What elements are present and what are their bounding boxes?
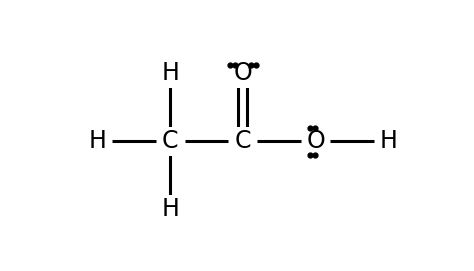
Text: H: H: [379, 129, 397, 153]
Text: C: C: [235, 129, 251, 153]
Text: H: H: [89, 129, 107, 153]
Text: H: H: [162, 198, 179, 221]
Text: H: H: [162, 61, 179, 85]
Text: O: O: [234, 61, 252, 85]
Text: C: C: [162, 129, 179, 153]
Text: O: O: [306, 129, 325, 153]
